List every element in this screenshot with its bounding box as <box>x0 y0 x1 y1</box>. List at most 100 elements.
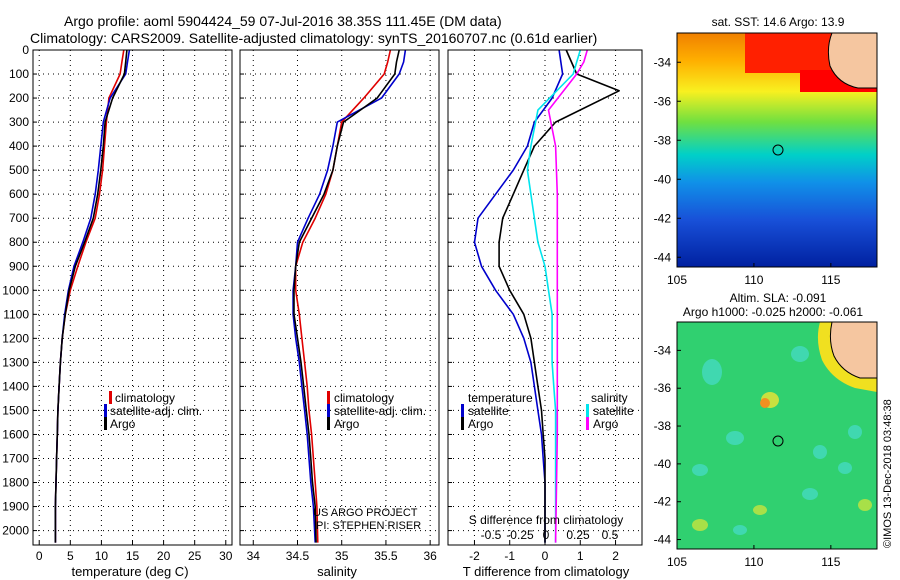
lat-tick-label: -40 <box>654 172 672 186</box>
x-tick-label: -1 <box>504 549 515 563</box>
lat-tick-label: -44 <box>654 533 672 547</box>
sst-lat-tick-labels: -34 -36 -38 -40 -42 -44 <box>654 55 681 264</box>
series-line-argo <box>293 49 400 543</box>
sla-lat-tick-labels: -34 -36 -38 -40 -42 -44 <box>654 343 681 547</box>
x-tick-label: -2 <box>469 549 480 563</box>
legend-swatch-satellite <box>327 404 330 417</box>
salinity-difference-tick-labels: -0.5 -0.25 0 0.25 0.5 <box>481 528 619 542</box>
x-tick-label: 30 <box>219 549 233 563</box>
depth-tick-label: 1600 <box>2 427 29 441</box>
legend-heading-temperature: temperature <box>468 391 533 405</box>
series-line-argo <box>547 49 589 543</box>
lat-tick-label: -36 <box>654 381 672 395</box>
sla-map-panel: Altim. SLA: -0.091 Argo h1000: -0.025 h2… <box>654 291 878 569</box>
depth-tick-label: 1000 <box>2 283 29 297</box>
series-line-satellite <box>526 49 582 543</box>
depth-tick-label: 600 <box>9 187 29 201</box>
x-tick-label: 15 <box>126 549 140 563</box>
x-tick-label: 35 <box>335 549 349 563</box>
sst-field <box>677 33 877 267</box>
sla-blob <box>791 346 809 362</box>
depth-tick-label: 500 <box>9 163 29 177</box>
legend-label-argo: Argo <box>110 417 136 431</box>
difference-panel: -2 -1 0 1 2 -0.5 -0.25 0 0.25 0.5 S difference f… <box>447 49 643 579</box>
series-line-satellite-adj-clim- <box>54 49 131 543</box>
temperature-panel: 0100200300400500600700800900100011001200… <box>2 43 232 579</box>
legend-label-climatology: climatology <box>115 391 175 405</box>
salinity-series <box>292 49 407 543</box>
x-tick-label: 0 <box>36 549 43 563</box>
sst-map-panel: sat. SST: 14.6 Argo: 13.9 -34 -36 -38 -40 -4… <box>654 15 878 287</box>
legend-label-s-argo: Argo <box>593 417 619 431</box>
series-line-climatology <box>54 49 125 543</box>
depth-tick-labels: 0 100 200 300 400 500 600 700 800 900 1000 1100 1200… <box>2 43 29 538</box>
salinity-difference-tick-label: 0 <box>543 528 550 542</box>
depth-tick-label: 800 <box>9 235 29 249</box>
lat-tick-label: -34 <box>654 343 672 357</box>
series-line-satellite-adj-clim- <box>292 49 407 543</box>
lat-tick-label: -38 <box>654 133 672 147</box>
sla-profile-marker <box>772 435 784 447</box>
x-tick-label: 25 <box>188 549 202 563</box>
lon-tick-label: 110 <box>744 555 763 569</box>
figure-title-line2: Climatology: CARS2009. Satellite-adjuste… <box>30 30 597 46</box>
depth-tick-label: 1200 <box>2 331 29 345</box>
x-tick-label: 1 <box>577 549 584 563</box>
series-line-argo <box>54 49 128 543</box>
lat-tick-label: -38 <box>654 419 672 433</box>
legend-label-satellite: satellite-adj. clim. <box>110 404 202 418</box>
depth-tick-label: 1900 <box>2 500 29 514</box>
salinity-difference-label: S difference from climatology <box>469 513 624 527</box>
difference-tick-labels: -2 -1 0 1 2 <box>469 549 619 563</box>
salinity-axes-frame <box>239 49 440 546</box>
legend-swatch-s-satellite <box>586 404 589 417</box>
depth-tick-label: 1500 <box>2 403 29 417</box>
legend-label-climatology: climatology <box>334 391 394 405</box>
sla-blob <box>813 445 827 459</box>
difference-series <box>473 49 620 543</box>
sla-map-frame <box>676 321 878 550</box>
legend-swatch-climatology <box>327 391 330 404</box>
sla-field <box>677 322 877 549</box>
figure-title-line1: Argo profile: aoml 5904424_59 07-Jul-201… <box>64 13 502 29</box>
depth-tick-label: 2000 <box>2 524 29 538</box>
sla-blob <box>702 359 722 385</box>
salinity-xlabel: salinity <box>317 564 357 579</box>
legend-swatch-climatology <box>109 391 112 404</box>
sla-blob <box>848 425 862 439</box>
legend-swatch-t-satellite <box>461 404 464 417</box>
depth-tick-label: 700 <box>9 211 29 225</box>
legend-label-argo: Argo <box>334 417 360 431</box>
pi-credit: PI: STEPHEN RISER <box>316 520 421 532</box>
difference-legend: temperature satellite Argo salinity sate… <box>461 391 634 431</box>
difference-grid <box>448 49 642 545</box>
depth-tick-label: 400 <box>9 139 29 153</box>
depth-tick-label: 300 <box>9 115 29 129</box>
x-tick-label: 34.5 <box>286 549 310 563</box>
depth-tick-label: 0 <box>22 43 29 57</box>
salinity-tick-labels: 34 34.5 35 35.5 36 <box>247 549 438 563</box>
project-credit: US ARGO PROJECT <box>313 507 418 519</box>
depth-tick-label: 1800 <box>2 476 29 490</box>
lat-tick-label: -40 <box>654 457 672 471</box>
sla-lon-tick-labels: 105 110 115 <box>667 545 841 569</box>
temperature-legend: climatology satellite-adj. clim. Argo <box>104 391 202 431</box>
difference-axes-frame <box>447 49 643 546</box>
difference-xlabel: T difference from climatology <box>463 564 630 579</box>
temperature-xlabel: temperature (deg C) <box>71 564 188 579</box>
salinity-difference-tick-label: 0.25 <box>566 528 590 542</box>
sla-blob <box>858 499 872 511</box>
legend-label-t-argo: Argo <box>468 417 494 431</box>
lon-tick-label: 105 <box>667 273 687 287</box>
salinity-panel: 34 34.5 35 35.5 36 salinity climatology sate… <box>239 49 440 579</box>
series-line-argo <box>498 49 620 543</box>
depth-tick-label: 1700 <box>2 451 29 465</box>
lat-tick-label: -34 <box>654 55 672 69</box>
lon-tick-label: 115 <box>821 555 840 569</box>
legend-label-satellite: satellite-adj. clim. <box>334 404 426 418</box>
sla-blob <box>838 462 852 474</box>
salinity-grid <box>240 49 439 545</box>
legend-swatch-t-argo <box>461 417 464 430</box>
sla-blob <box>692 519 708 531</box>
